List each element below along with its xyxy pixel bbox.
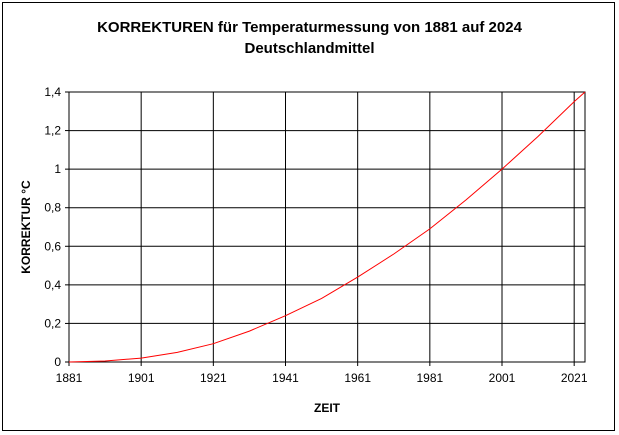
x-tick-label: 1881 xyxy=(56,371,83,385)
x-tick-label: 1981 xyxy=(416,371,443,385)
x-tick-label: 1941 xyxy=(272,371,299,385)
y-tick-label: 1,2 xyxy=(44,124,61,138)
y-tick-label: 0,6 xyxy=(44,239,61,253)
y-tick-label: 0 xyxy=(54,355,61,369)
y-tick-label: 0,2 xyxy=(44,316,61,330)
x-tick-label: 2001 xyxy=(489,371,516,385)
y-tick-label: 1 xyxy=(54,162,61,176)
x-tick-label: 1961 xyxy=(344,371,371,385)
y-tick-label: 0,4 xyxy=(44,278,61,292)
x-tick-label: 1921 xyxy=(200,371,227,385)
x-tick-label: 1901 xyxy=(128,371,155,385)
y-axis-title: KORREKTUR °C xyxy=(19,180,33,274)
x-tick-label: 2021 xyxy=(561,371,588,385)
plot-area xyxy=(68,91,586,363)
y-tick-label: 0,8 xyxy=(44,201,61,215)
x-axis-title: ZEIT xyxy=(314,401,341,415)
series-line xyxy=(68,91,586,363)
y-tick-label: 1,4 xyxy=(44,85,61,99)
chart-frame xyxy=(2,2,615,431)
chart-subtitle: Deutschlandmittel xyxy=(244,40,375,57)
chart-title: KORREKTUREN für Temperaturmessung von 18… xyxy=(97,19,522,36)
